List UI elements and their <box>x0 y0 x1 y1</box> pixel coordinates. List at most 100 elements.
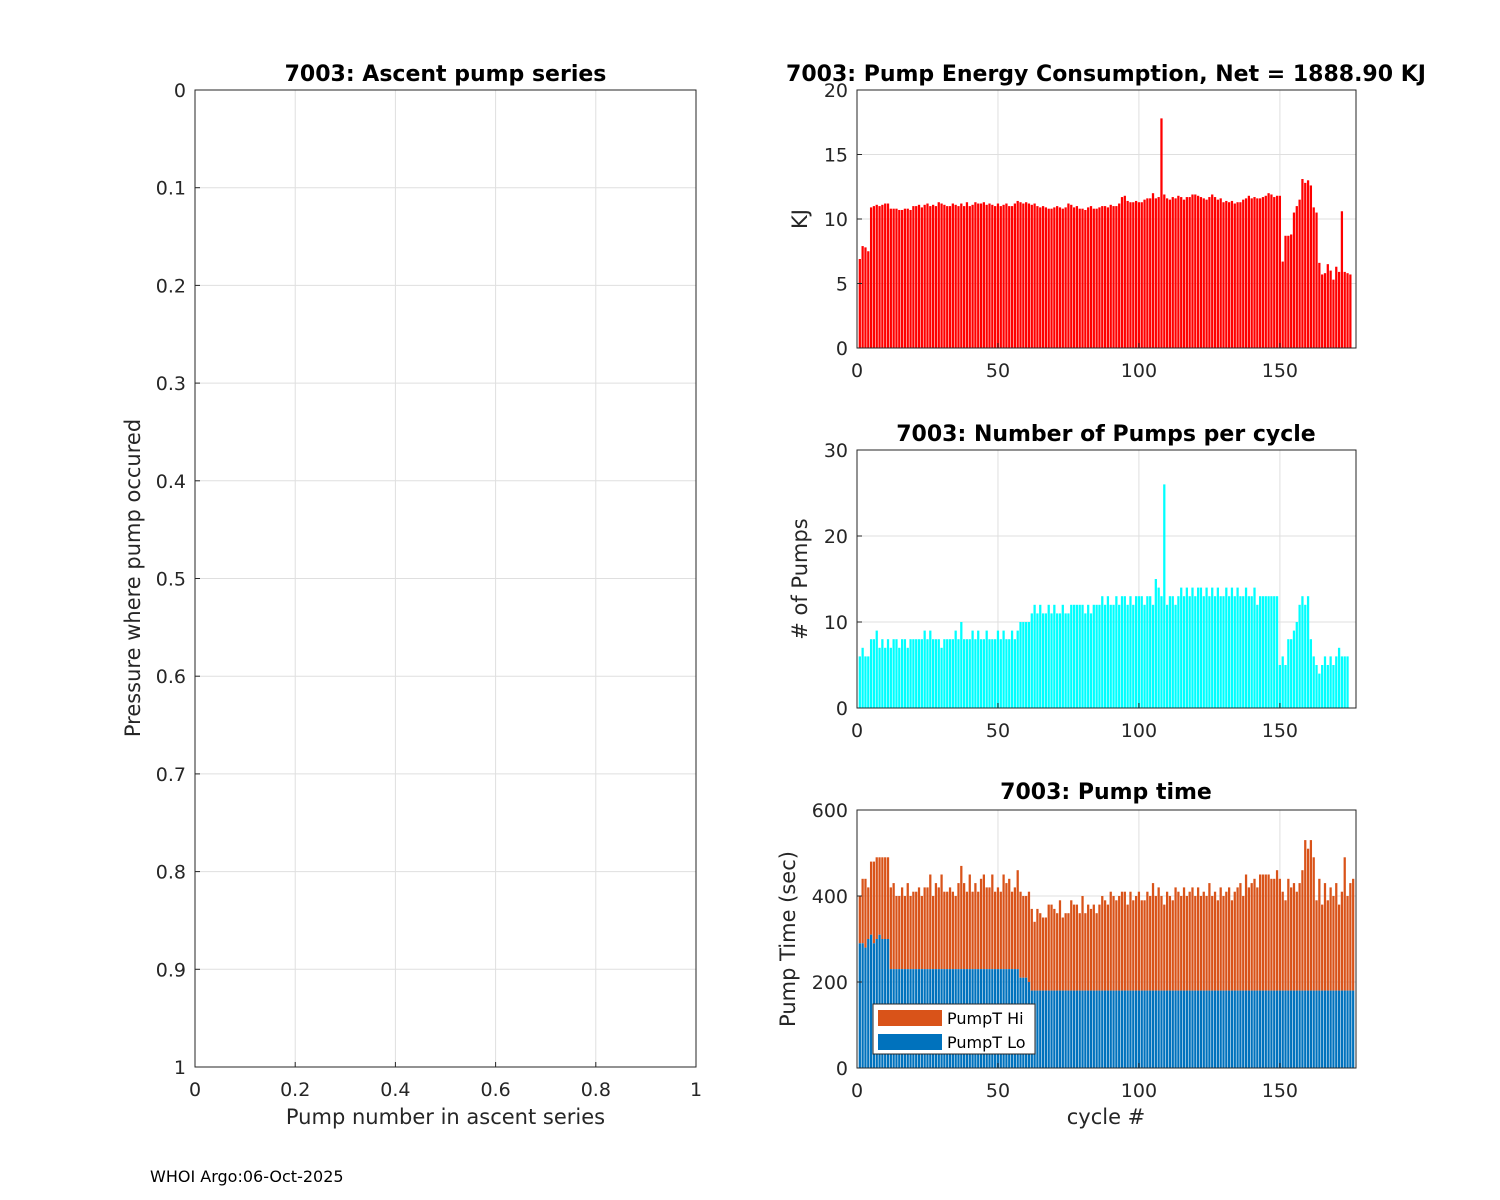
energy-bar <box>898 209 901 348</box>
pumptime-hi-bar <box>903 896 907 970</box>
x-tick-label: 100 <box>1121 720 1157 742</box>
y-tick-label: 20 <box>824 80 848 102</box>
pumptime-lo-bar <box>1095 990 1098 1068</box>
pumptime-hi-bar <box>996 887 1000 970</box>
pumptime-lo-bar <box>1290 990 1293 1068</box>
pumps-bar <box>1228 596 1231 708</box>
energy-bar <box>1185 197 1188 348</box>
energy-bar <box>917 204 921 348</box>
pumptime-hi-bar <box>1244 874 1248 991</box>
pumptime-lo-bar <box>1098 990 1101 1068</box>
energy-bar <box>1168 199 1172 348</box>
x-tick-label: 0.8 <box>581 1079 611 1101</box>
energy-bar <box>1033 203 1036 348</box>
pumps-chart-title: 7003: Number of Pumps per cycle <box>896 422 1315 447</box>
pumps-bar <box>884 647 887 708</box>
pumps-bar <box>867 656 870 708</box>
energy-bar <box>903 208 907 348</box>
pumps-bar <box>943 639 946 708</box>
pumptime-hi-bar <box>940 874 943 970</box>
pumps-bar <box>1143 604 1146 708</box>
pumptime-hi-bar <box>900 887 904 970</box>
pumps-bar <box>1306 596 1310 708</box>
pumptime-hi-bar <box>1247 887 1250 991</box>
pumptime-hi-bar <box>1022 896 1025 978</box>
energy-bar <box>867 251 870 348</box>
pumps-bar <box>1194 596 1197 708</box>
pumptime-lo-bar <box>1222 990 1225 1068</box>
pumptime-lo-bar <box>1070 990 1073 1068</box>
pumptime-lo-bar <box>1340 990 1344 1068</box>
energy-y-axis-label: KJ <box>788 209 812 229</box>
x-tick-label: 100 <box>1121 1080 1157 1102</box>
energy-bar <box>1343 271 1346 348</box>
pumps-bar <box>912 639 915 708</box>
energy-bar <box>926 203 929 348</box>
pumptime-hi-bar <box>906 883 909 970</box>
pumptime-hi-bar <box>1275 870 1279 991</box>
pumptime-hi-bar <box>1185 896 1188 991</box>
pumps-bar <box>898 647 901 708</box>
pumptime-hi-bar <box>1081 896 1084 991</box>
pumps-bar <box>1208 596 1211 708</box>
x-tick-label: 0 <box>189 1079 201 1101</box>
energy-bar <box>1030 204 1033 348</box>
energy-bar <box>931 204 935 348</box>
energy-bar <box>1346 273 1349 348</box>
energy-bar <box>1284 235 1287 348</box>
pumps-bar <box>979 639 983 708</box>
pumps-bar <box>1236 587 1239 708</box>
energy-bar <box>1064 207 1067 348</box>
pumps-bar <box>1056 613 1059 708</box>
y-tick-label: 0.9 <box>156 959 186 981</box>
pumptime-hi-bar <box>1335 883 1338 991</box>
energy-bar <box>1290 234 1293 348</box>
energy-bar <box>906 208 909 348</box>
energy-bar <box>1337 271 1341 348</box>
energy-chart-title: 7003: Pump Energy Consumption, Net = 188… <box>786 62 1426 87</box>
pumps-bar <box>1346 656 1349 708</box>
pumptime-hi-bar <box>1177 891 1180 991</box>
x-tick-label: 50 <box>986 1080 1010 1102</box>
pumps-bar <box>1185 587 1188 708</box>
pumptime-hi-bar <box>951 891 954 970</box>
pumptime-hi-bar <box>1109 891 1112 991</box>
pumps-bar <box>929 630 932 708</box>
energy-bar <box>951 203 954 348</box>
pumptime-hi-bar <box>1163 904 1166 991</box>
pumptime-hi-bar <box>892 883 895 970</box>
pumps-bar <box>946 639 949 708</box>
energy-bar <box>1101 206 1104 348</box>
pumps-bar <box>1233 596 1236 708</box>
pumptime-hi-bar <box>1196 887 1200 991</box>
pumptime-lo-bar <box>1247 990 1250 1068</box>
energy-bar <box>1315 212 1318 348</box>
pumptime-lo-bar <box>1053 990 1056 1068</box>
pumps-bar <box>1270 596 1273 708</box>
pumptime-lo-bar <box>1298 990 1301 1068</box>
pumptime-lo-bar <box>1199 990 1203 1068</box>
energy-bar <box>1287 235 1290 348</box>
pumps-bar <box>881 639 884 708</box>
energy-bar <box>963 206 966 348</box>
pumps-ticks: 0 50 100 150 0 10 20 30 <box>824 440 1298 742</box>
ascent-ticks: 0 0.2 0.4 0.6 0.8 100.10.20.30.40.50.60.70.80… <box>156 80 702 1101</box>
pumps-bar <box>1033 604 1036 708</box>
pumps-bar <box>1160 596 1163 708</box>
energy-bar <box>940 203 943 348</box>
pumps-bar <box>1078 604 1081 708</box>
pumptime-hi-bar <box>1174 887 1177 991</box>
pumptime-lo-bar <box>1281 990 1284 1068</box>
pumptime-lo-bar <box>1259 990 1262 1068</box>
pumptime-hi-bar <box>1321 904 1324 991</box>
pumps-bar <box>1002 630 1005 708</box>
pump-count-chart: 0 50 100 150 0 10 20 30 7003: Number of Pumps p… <box>788 422 1357 742</box>
y-tick-label: 0.6 <box>156 666 186 688</box>
pumps-y-axis-label: # of Pumps <box>788 518 812 640</box>
pumptime-hi-bar <box>1180 896 1183 991</box>
energy-bar <box>1134 200 1138 348</box>
pumps-bar <box>1253 587 1256 708</box>
pumps-bar <box>1087 604 1090 708</box>
pumps-bar <box>1101 596 1104 708</box>
energy-bar <box>1301 179 1304 348</box>
